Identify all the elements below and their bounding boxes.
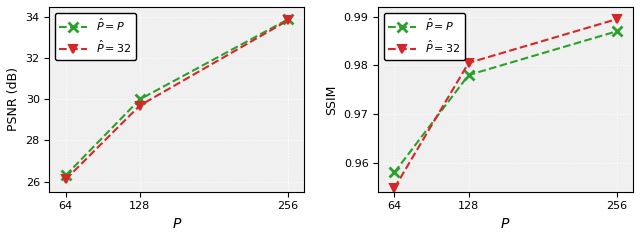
X-axis label: $P$: $P$ [172,217,182,231]
$\hat{P} = P$ [136,98,143,101]
$\hat{P} = 32$ [136,104,143,107]
$\hat{P} = 32$ [284,19,292,22]
$\hat{P} = P$ [62,174,70,177]
Line: $\hat{P} = 32$: $\hat{P} = 32$ [390,15,621,192]
$\hat{P} = 32$ [62,178,70,181]
X-axis label: $P$: $P$ [500,217,511,231]
Legend: $\hat{P} = P$, $\hat{P} = 32$: $\hat{P} = P$, $\hat{P} = 32$ [384,13,465,60]
Y-axis label: SSIM: SSIM [325,84,338,114]
$\hat{P} = 32$ [613,18,621,20]
$\hat{P} = 32$ [465,61,472,64]
Line: $\hat{P} = 32$: $\hat{P} = 32$ [61,16,292,184]
Line: $\hat{P} = P$: $\hat{P} = P$ [390,26,621,177]
Line: $\hat{P} = P$: $\hat{P} = P$ [61,15,293,180]
Y-axis label: PSNR (dB): PSNR (dB) [7,67,20,131]
Legend: $\hat{P} = P$, $\hat{P} = 32$: $\hat{P} = P$, $\hat{P} = 32$ [55,13,136,60]
$\hat{P} = P$ [613,30,621,33]
$\hat{P} = P$ [284,18,292,21]
$\hat{P} = P$ [390,171,398,174]
$\hat{P} = P$ [465,74,472,76]
$\hat{P} = 32$ [390,186,398,189]
